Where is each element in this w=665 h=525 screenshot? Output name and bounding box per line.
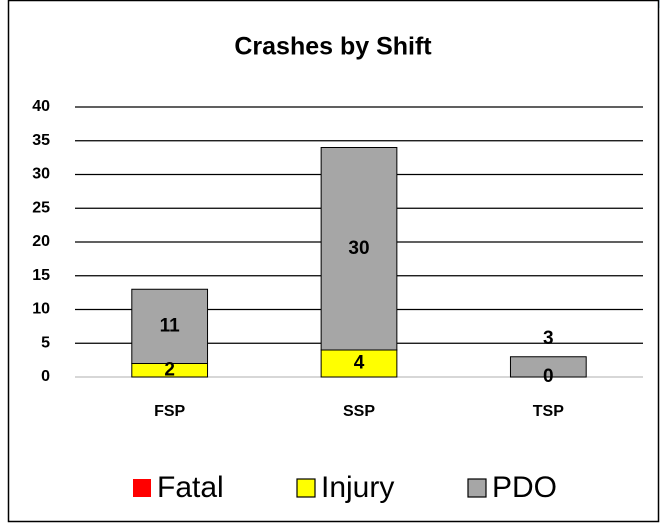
legend-label: Injury (321, 471, 394, 504)
y-tick-label: 35 (32, 132, 50, 149)
y-tick-label: 25 (32, 199, 50, 216)
y-tick-label: 10 (32, 301, 50, 318)
bar-segment (131, 288, 209, 364)
data-label: 3 (543, 328, 554, 349)
x-tick-label: SSP (343, 403, 375, 420)
y-tick-label: 15 (32, 267, 50, 284)
bar-segment (509, 356, 587, 378)
bar-segment (320, 147, 398, 351)
y-tick-label: 5 (41, 334, 50, 351)
y-tick-label: 0 (41, 368, 50, 385)
data-label: 2 (164, 359, 175, 380)
data-label: 11 (160, 315, 181, 336)
legend-label: PDO (492, 471, 557, 504)
legend-swatch (296, 478, 316, 498)
legend-swatch (467, 478, 487, 498)
x-tick-label: FSP (154, 403, 185, 420)
data-label: 0 (543, 366, 554, 387)
y-tick-label: 30 (32, 166, 50, 183)
chart-title: Crashes by Shift (234, 33, 432, 61)
data-label: 4 (354, 353, 365, 374)
legend-swatch (133, 479, 151, 497)
legend-label: Fatal (157, 471, 224, 504)
x-tick-label: TSP (533, 403, 564, 420)
y-tick-label: 20 (32, 233, 50, 250)
y-tick-label: 40 (32, 98, 50, 115)
data-label: 30 (348, 238, 369, 259)
